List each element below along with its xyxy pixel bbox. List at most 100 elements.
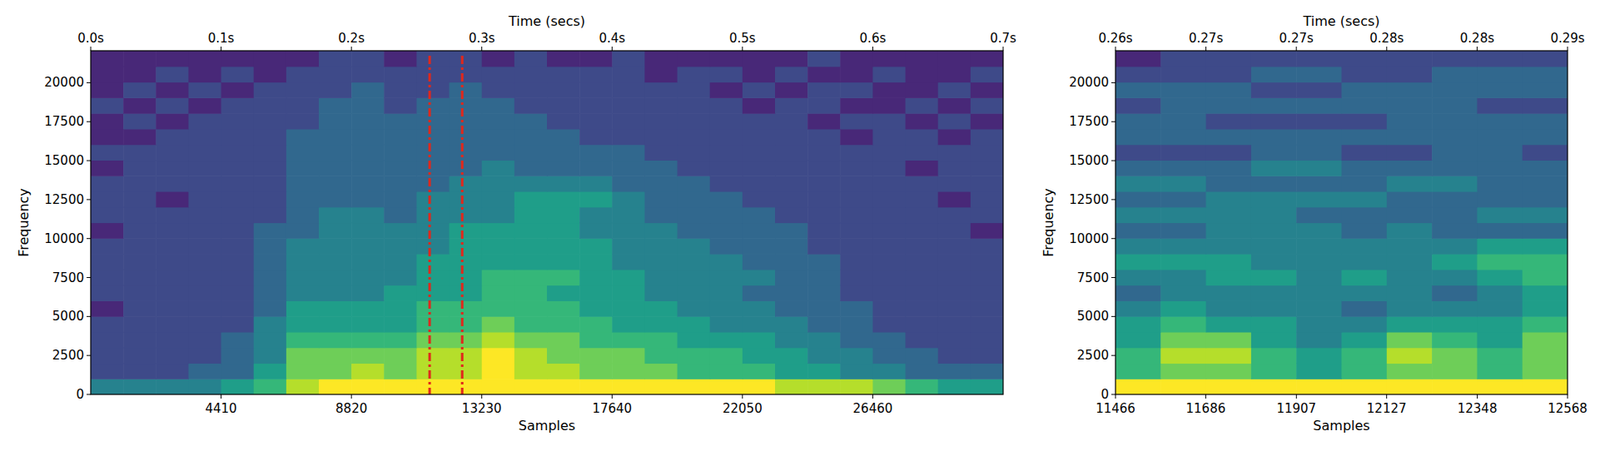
cell [611, 97, 646, 114]
x-tick-label: 12568 [1547, 401, 1588, 417]
cell [710, 347, 744, 364]
cell [123, 362, 157, 379]
cell [383, 223, 418, 239]
cell [677, 362, 711, 379]
cell [188, 175, 222, 192]
cell [155, 113, 189, 130]
cell [938, 82, 972, 99]
cell [677, 50, 711, 67]
x-tick-label: 11686 [1186, 401, 1227, 417]
cell [905, 362, 940, 379]
cell [351, 191, 385, 208]
cell [839, 238, 874, 254]
cell [710, 207, 744, 224]
cell [253, 285, 288, 302]
cell [1522, 253, 1568, 270]
cell [90, 129, 125, 145]
x-tick-label: 12127 [1366, 401, 1407, 417]
cell [970, 347, 1004, 364]
cell [514, 223, 548, 239]
cell [644, 144, 678, 161]
cell [742, 223, 776, 239]
cell [546, 66, 581, 83]
cell [546, 332, 581, 348]
cell [546, 238, 581, 254]
cell [1160, 82, 1207, 99]
cell [872, 159, 906, 176]
cell [970, 285, 1004, 302]
cell [123, 144, 157, 161]
cell [938, 238, 972, 254]
cell [546, 269, 581, 286]
cell [1522, 300, 1568, 317]
cell [872, 269, 906, 286]
cell [644, 82, 678, 99]
cell [970, 175, 1004, 192]
cell [775, 82, 809, 99]
cell [807, 238, 841, 254]
cell [1251, 97, 1297, 114]
cell [872, 144, 906, 161]
cell [188, 332, 222, 348]
cell [1476, 300, 1523, 317]
cell [253, 175, 288, 192]
cell [1431, 175, 1478, 192]
cell [449, 378, 483, 395]
cell [579, 362, 613, 379]
x-tick [1296, 394, 1297, 399]
cell [1251, 332, 1297, 348]
cell [1431, 113, 1478, 130]
cell [221, 129, 255, 145]
y-tick-label: 17500 [44, 114, 85, 130]
cell [253, 129, 288, 145]
x2-tick-label: 0.3s [468, 30, 496, 46]
cell [383, 347, 418, 364]
plot-area [90, 50, 1004, 395]
cell [1115, 223, 1162, 239]
y-tick [86, 198, 91, 200]
cell [318, 207, 353, 224]
cell [644, 238, 678, 254]
cell [775, 362, 809, 379]
cell [807, 223, 841, 239]
x-tick-label: 26460 [853, 401, 894, 417]
cell [318, 159, 353, 176]
cell [1251, 66, 1297, 83]
cell [742, 144, 776, 161]
x2-tick [481, 46, 482, 51]
cell [416, 66, 450, 83]
cell [839, 129, 874, 145]
cell [710, 238, 744, 254]
cell [710, 97, 744, 114]
x-tick [1567, 394, 1569, 399]
cell [1251, 129, 1297, 145]
cell [1251, 144, 1297, 161]
cell [1431, 191, 1478, 208]
cell [286, 316, 320, 333]
cell [742, 207, 776, 224]
cell [383, 285, 418, 302]
cell [742, 238, 776, 254]
cell [742, 269, 776, 286]
cell [1160, 129, 1207, 145]
cell [644, 191, 678, 208]
cell [1160, 159, 1207, 176]
cell [351, 300, 385, 317]
cell [481, 238, 516, 254]
x2-tick [220, 46, 222, 51]
cell [1522, 332, 1568, 348]
cell [807, 129, 841, 145]
cell [1296, 191, 1342, 208]
cell [1115, 269, 1162, 286]
cell [710, 253, 744, 270]
cell [1296, 82, 1342, 99]
cell [938, 378, 972, 395]
cell [970, 144, 1004, 161]
cell [1206, 285, 1253, 302]
cell [449, 159, 483, 176]
cell [1251, 191, 1297, 208]
cell [1386, 50, 1433, 67]
cell [710, 362, 744, 379]
cell [710, 285, 744, 302]
cell [938, 253, 972, 270]
